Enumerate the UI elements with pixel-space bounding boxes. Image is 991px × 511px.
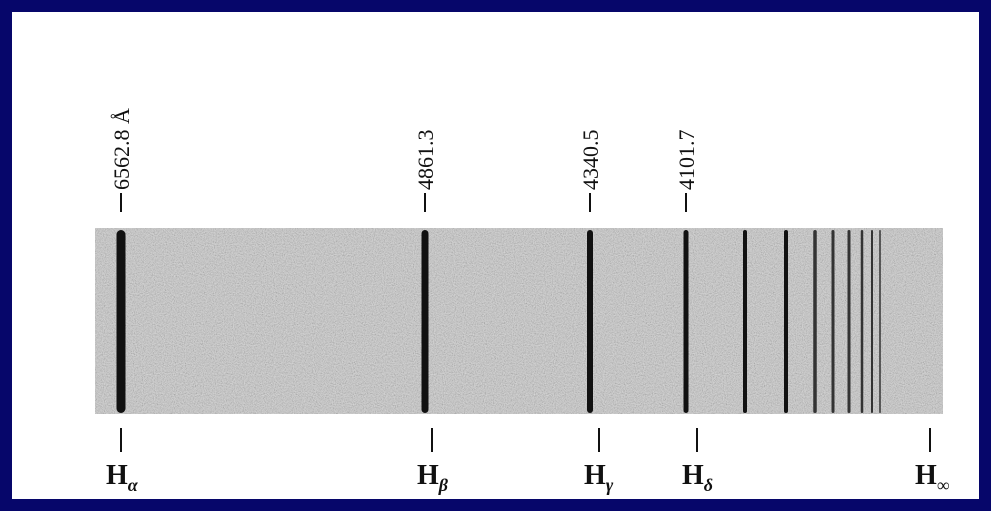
spectral-line xyxy=(117,230,126,413)
spectral-line xyxy=(587,230,593,413)
line-label-symbol: H xyxy=(915,460,937,491)
line-label-subscript: δ xyxy=(704,475,713,495)
wavelength-label: 6562.8 Å xyxy=(109,108,134,190)
line-label-symbol: H xyxy=(417,460,439,491)
line-label-subscript: α xyxy=(128,475,139,495)
page: 6562.8 Å4861.34340.54101.7HαHβHγHδH∞ (()… xyxy=(0,0,991,511)
line-label-symbol: H xyxy=(584,460,606,491)
spectral-line xyxy=(879,230,881,413)
wavelength-label: 4861.3 xyxy=(413,130,438,191)
spectral-line xyxy=(832,230,835,413)
line-label-subscript: γ xyxy=(606,475,614,495)
spectral-line xyxy=(813,230,817,413)
line-label-symbol: H xyxy=(682,460,704,491)
wavelength-label: 4101.7 xyxy=(674,130,699,191)
spectral-line xyxy=(743,230,747,413)
spectral-line xyxy=(871,230,873,413)
line-label-symbol: H xyxy=(106,460,128,491)
spectral-line xyxy=(861,230,864,413)
wavelength-label: 4340.5 xyxy=(578,130,603,191)
spectral-line xyxy=(848,230,851,413)
line-label-subscript: β xyxy=(438,475,449,495)
spectral-line xyxy=(422,230,429,413)
line-label-subscript: ∞ xyxy=(937,475,950,495)
spectral-line xyxy=(684,230,689,413)
spectral-line xyxy=(784,230,788,413)
spectrum-slide: 6562.8 Å4861.34340.54101.7HαHβHγHδH∞ xyxy=(0,0,991,511)
